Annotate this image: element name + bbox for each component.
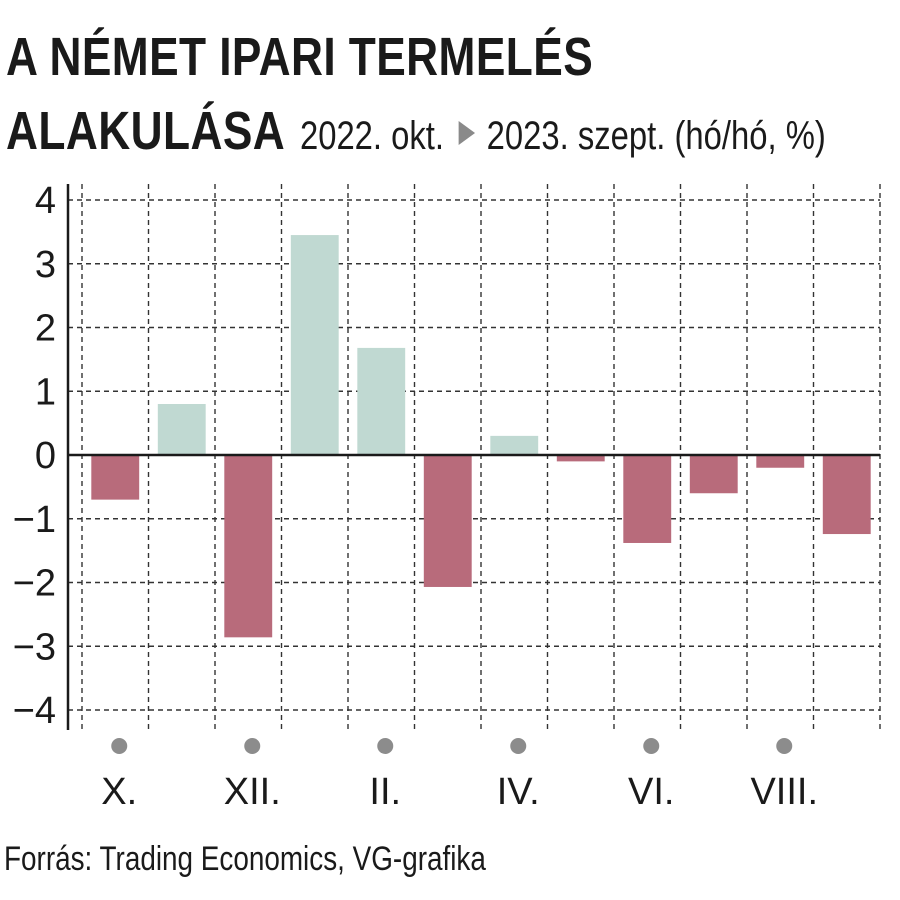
bar <box>556 455 605 462</box>
x-tick-label: X. <box>101 771 137 813</box>
y-tick-label: −4 <box>13 690 56 732</box>
bar <box>490 435 539 455</box>
chart-title-word: ALAKULÁSA <box>6 101 286 161</box>
y-tick-label: 2 <box>35 308 56 350</box>
bar <box>357 347 406 455</box>
bar <box>689 455 738 494</box>
chart-title-line2: ALAKULÁSA 2022. okt. 2023. szept. (hó/hó, … <box>6 100 826 162</box>
subtitle-start: 2022. okt. <box>299 114 445 158</box>
arrow-right-icon <box>458 121 476 145</box>
bar <box>157 404 206 455</box>
bar <box>822 455 871 535</box>
y-tick-label: −2 <box>13 563 56 605</box>
source-note: Forrás: Trading Economics, VG-grafika <box>4 840 486 878</box>
x-marker-dot <box>510 738 527 754</box>
x-tick-label: VI. <box>628 771 674 813</box>
x-marker-dot <box>244 738 261 754</box>
x-tick-label: IV. <box>497 771 540 813</box>
x-tick-label: XII. <box>224 771 281 813</box>
y-tick-label: 1 <box>35 371 56 413</box>
x-marker-dot <box>111 738 128 754</box>
bar <box>623 455 672 543</box>
subtitle-end: 2023. szept. (hó/hó, %) <box>486 114 826 158</box>
bar <box>224 455 273 638</box>
x-marker-dot <box>643 738 660 754</box>
x-tick-label: VIII. <box>750 771 818 813</box>
bar <box>290 235 339 455</box>
chart-title-line1: A NÉMET IPARI TERMELÉS <box>6 27 594 87</box>
bar <box>91 455 140 500</box>
y-tick-label: −1 <box>13 499 56 541</box>
x-marker-dot <box>377 738 394 754</box>
y-tick-label: 3 <box>35 244 56 286</box>
y-tick-label: −3 <box>13 626 56 668</box>
y-tick-label: 4 <box>35 180 56 222</box>
y-tick-label: 0 <box>35 435 56 477</box>
x-marker-dot <box>776 738 793 754</box>
bar <box>756 455 805 468</box>
bar-chart: 4 3 2 1 0 −1 −2 −3 −4 X. XII. II. IV. VI. VIII. <box>13 180 881 813</box>
x-tick-label: II. <box>369 771 401 813</box>
bar <box>423 455 472 587</box>
